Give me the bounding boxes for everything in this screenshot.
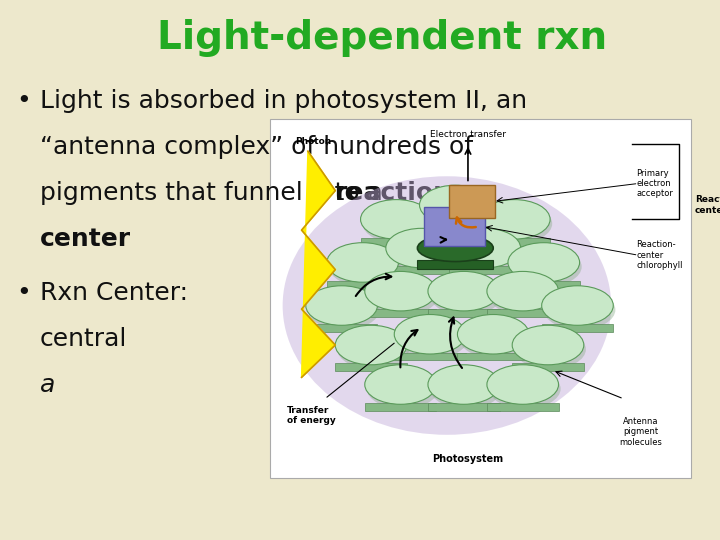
FancyBboxPatch shape	[365, 309, 436, 318]
FancyBboxPatch shape	[395, 353, 466, 361]
Ellipse shape	[420, 185, 491, 225]
Text: Light-dependent rxn: Light-dependent rxn	[156, 19, 607, 57]
Text: center: center	[40, 227, 131, 251]
Ellipse shape	[489, 276, 561, 315]
FancyBboxPatch shape	[449, 185, 495, 218]
FancyBboxPatch shape	[449, 266, 521, 274]
Ellipse shape	[508, 242, 580, 282]
FancyBboxPatch shape	[424, 207, 485, 246]
FancyBboxPatch shape	[386, 266, 457, 274]
Ellipse shape	[428, 365, 500, 404]
Ellipse shape	[338, 329, 409, 369]
Text: Photosystem: Photosystem	[433, 454, 503, 463]
Ellipse shape	[418, 234, 493, 261]
Ellipse shape	[487, 365, 559, 404]
Ellipse shape	[430, 369, 502, 409]
Ellipse shape	[544, 290, 616, 329]
Ellipse shape	[514, 329, 586, 369]
FancyBboxPatch shape	[327, 281, 398, 289]
Text: a: a	[40, 373, 55, 396]
Ellipse shape	[386, 228, 457, 268]
Text: “antenna complex” of hundreds of: “antenna complex” of hundreds of	[40, 135, 473, 159]
FancyBboxPatch shape	[428, 309, 500, 318]
Ellipse shape	[306, 286, 377, 325]
Ellipse shape	[489, 369, 561, 409]
Ellipse shape	[449, 228, 521, 268]
Ellipse shape	[422, 190, 493, 229]
Ellipse shape	[361, 200, 432, 239]
FancyBboxPatch shape	[479, 238, 550, 246]
Bar	[418, 260, 493, 268]
Text: Electron transfer: Electron transfer	[430, 130, 506, 139]
Text: Transfer
of energy: Transfer of energy	[287, 406, 336, 426]
Text: Reaction
center: Reaction center	[695, 195, 720, 215]
Ellipse shape	[365, 365, 436, 404]
Ellipse shape	[510, 247, 582, 287]
Ellipse shape	[396, 319, 468, 359]
Ellipse shape	[367, 369, 438, 409]
Text: reaction: reaction	[335, 181, 452, 205]
Text: pigments that funnel E to a: pigments that funnel E to a	[40, 181, 390, 205]
Ellipse shape	[336, 325, 407, 365]
FancyBboxPatch shape	[457, 353, 529, 361]
Ellipse shape	[430, 276, 502, 315]
Ellipse shape	[367, 276, 438, 315]
FancyBboxPatch shape	[365, 403, 436, 411]
Text: Photon: Photon	[295, 137, 331, 146]
FancyBboxPatch shape	[487, 403, 559, 411]
Ellipse shape	[365, 272, 436, 311]
Text: Antenna
pigment
molecules: Antenna pigment molecules	[619, 417, 662, 447]
FancyBboxPatch shape	[336, 363, 407, 371]
Text: •: •	[16, 281, 30, 305]
Ellipse shape	[308, 290, 379, 329]
FancyBboxPatch shape	[487, 309, 559, 318]
FancyBboxPatch shape	[512, 363, 584, 371]
Ellipse shape	[451, 233, 523, 272]
Ellipse shape	[487, 272, 559, 311]
Ellipse shape	[459, 319, 531, 359]
FancyBboxPatch shape	[508, 281, 580, 289]
Text: Rxn Center:: Rxn Center:	[40, 281, 188, 305]
Ellipse shape	[363, 204, 434, 244]
Ellipse shape	[512, 325, 584, 365]
Ellipse shape	[428, 272, 500, 311]
Text: •: •	[16, 89, 30, 113]
Ellipse shape	[388, 233, 459, 272]
Text: Primary
electron
acceptor: Primary electron acceptor	[636, 168, 673, 198]
Ellipse shape	[457, 314, 529, 354]
Ellipse shape	[479, 200, 550, 239]
FancyBboxPatch shape	[428, 403, 500, 411]
FancyBboxPatch shape	[420, 224, 491, 231]
Polygon shape	[302, 151, 336, 377]
Text: Light is absorbed in photosystem II, an: Light is absorbed in photosystem II, an	[40, 89, 527, 113]
Ellipse shape	[327, 242, 398, 282]
FancyBboxPatch shape	[541, 324, 613, 332]
Ellipse shape	[480, 204, 552, 244]
Text: central: central	[40, 327, 127, 350]
Ellipse shape	[395, 314, 466, 354]
FancyBboxPatch shape	[361, 238, 432, 246]
Ellipse shape	[329, 247, 400, 287]
Bar	[270, 119, 691, 478]
Ellipse shape	[283, 176, 611, 435]
FancyBboxPatch shape	[306, 324, 377, 332]
Text: Reaction-
center
chlorophyll: Reaction- center chlorophyll	[636, 240, 683, 270]
Ellipse shape	[541, 286, 613, 325]
